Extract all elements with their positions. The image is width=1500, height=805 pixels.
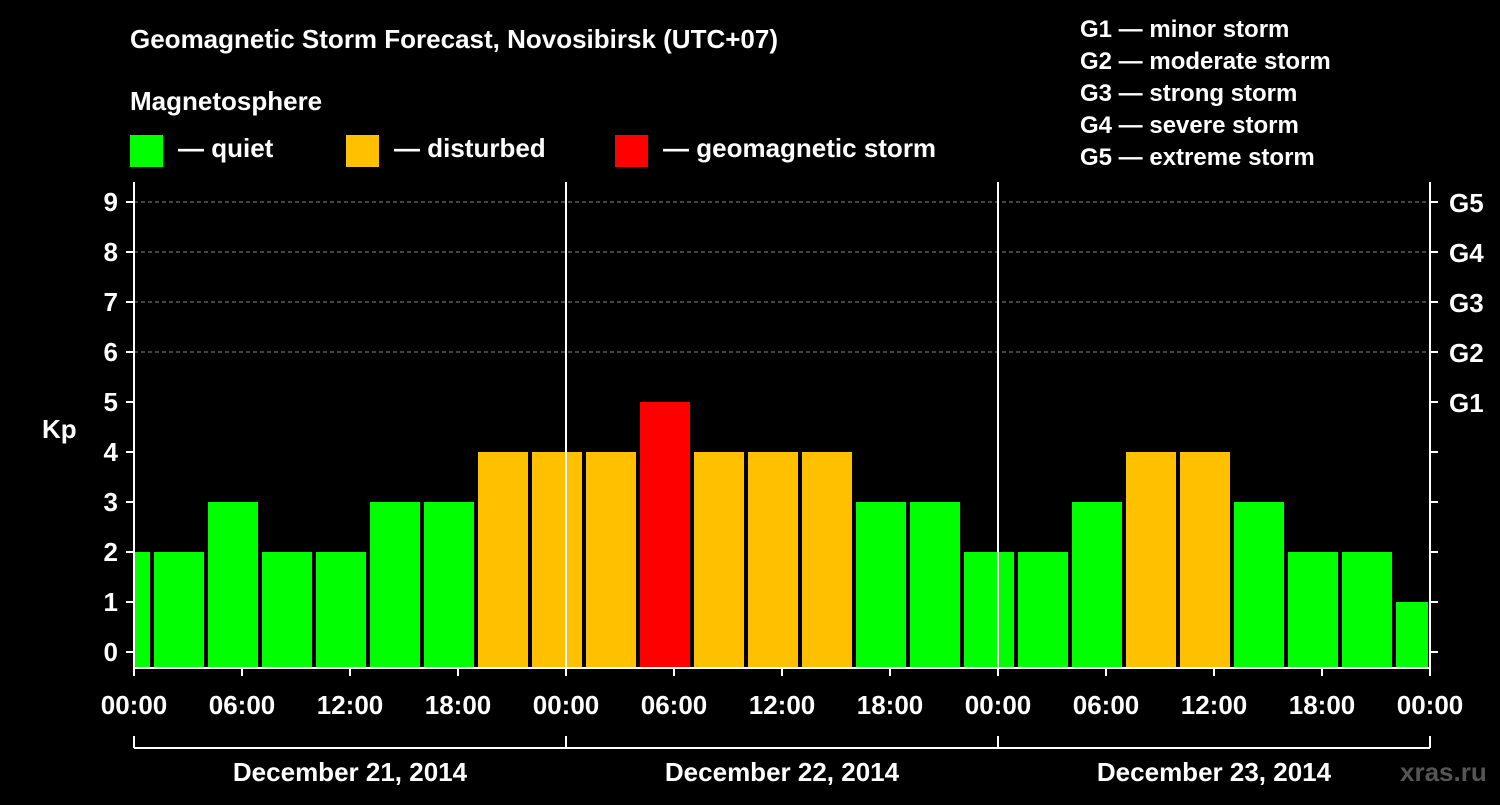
- bar: [208, 502, 258, 668]
- bar: [586, 452, 636, 668]
- bar: [1342, 552, 1392, 668]
- y-tick-label: 3: [104, 487, 118, 517]
- bar: [1234, 502, 1284, 668]
- x-tick-label: 06:00: [1073, 690, 1140, 720]
- day-label: December 23, 2014: [1097, 757, 1332, 787]
- legend-label: — geomagnetic storm: [663, 133, 936, 163]
- storm-level-label: G1: [1449, 388, 1484, 418]
- y-axis-label: Kp: [42, 414, 77, 444]
- x-tick-label: 00:00: [965, 690, 1032, 720]
- chart-title: Geomagnetic Storm Forecast, Novosibirsk …: [130, 24, 778, 54]
- storm-level-label: G3: [1449, 288, 1484, 318]
- x-tick-label: 00:00: [1397, 690, 1464, 720]
- legend-swatch: [615, 135, 648, 167]
- storm-scale-item: G4 — severe storm: [1080, 112, 1299, 139]
- x-tick-label: 12:00: [749, 690, 816, 720]
- bar: [262, 552, 312, 668]
- storm-scale-item: G2 — moderate storm: [1080, 48, 1331, 75]
- x-tick-label: 12:00: [317, 690, 384, 720]
- legend-label: — quiet: [178, 133, 274, 163]
- y-tick-label: 9: [104, 187, 118, 217]
- day-label: December 21, 2014: [233, 757, 468, 787]
- y-tick-label: 4: [104, 437, 119, 467]
- legend-label: — disturbed: [394, 133, 546, 163]
- bar: [370, 502, 420, 668]
- y-tick-label: 6: [104, 337, 118, 367]
- y-tick-label: 1: [104, 587, 118, 617]
- y-tick-label: 7: [104, 287, 118, 317]
- legend-title: Magnetosphere: [130, 86, 322, 116]
- watermark: xras.ru: [1400, 757, 1487, 787]
- bar: [316, 552, 366, 668]
- bar: [424, 502, 474, 668]
- bar: [478, 452, 528, 668]
- bar: [802, 452, 852, 668]
- bar: [1396, 602, 1428, 668]
- bar: [1288, 552, 1338, 668]
- storm-scale-item: G5 — extreme storm: [1080, 144, 1315, 171]
- bar: [1126, 452, 1176, 668]
- day-label: December 22, 2014: [665, 757, 900, 787]
- storm-level-label: G2: [1449, 338, 1484, 368]
- x-tick-label: 18:00: [1289, 690, 1356, 720]
- x-tick-label: 06:00: [209, 690, 276, 720]
- bar: [1180, 452, 1230, 668]
- storm-scale-item: G1 — minor storm: [1080, 16, 1289, 43]
- bar: [964, 552, 1014, 668]
- bar: [748, 452, 798, 668]
- y-tick-label: 0: [104, 637, 118, 667]
- bar: [532, 452, 582, 668]
- x-tick-label: 06:00: [641, 690, 708, 720]
- bar: [856, 502, 906, 668]
- x-tick-label: 18:00: [425, 690, 492, 720]
- bar: [694, 452, 744, 668]
- storm-scale-item: G3 — strong storm: [1080, 80, 1297, 107]
- legend-swatch: [130, 135, 163, 167]
- legend-swatch: [346, 135, 379, 167]
- x-tick-label: 12:00: [1181, 690, 1248, 720]
- x-tick-label: 00:00: [533, 690, 600, 720]
- x-tick-label: 18:00: [857, 690, 924, 720]
- storm-level-label: G5: [1449, 188, 1484, 218]
- bar: [1018, 552, 1068, 668]
- bar: [135, 552, 150, 668]
- bar: [910, 502, 960, 668]
- x-tick-label: 00:00: [101, 690, 168, 720]
- bar: [1072, 502, 1122, 668]
- y-tick-label: 8: [104, 237, 118, 267]
- y-tick-label: 5: [104, 387, 118, 417]
- bar: [154, 552, 204, 668]
- bar: [640, 402, 690, 668]
- storm-level-label: G4: [1449, 238, 1484, 268]
- y-tick-label: 2: [104, 537, 118, 567]
